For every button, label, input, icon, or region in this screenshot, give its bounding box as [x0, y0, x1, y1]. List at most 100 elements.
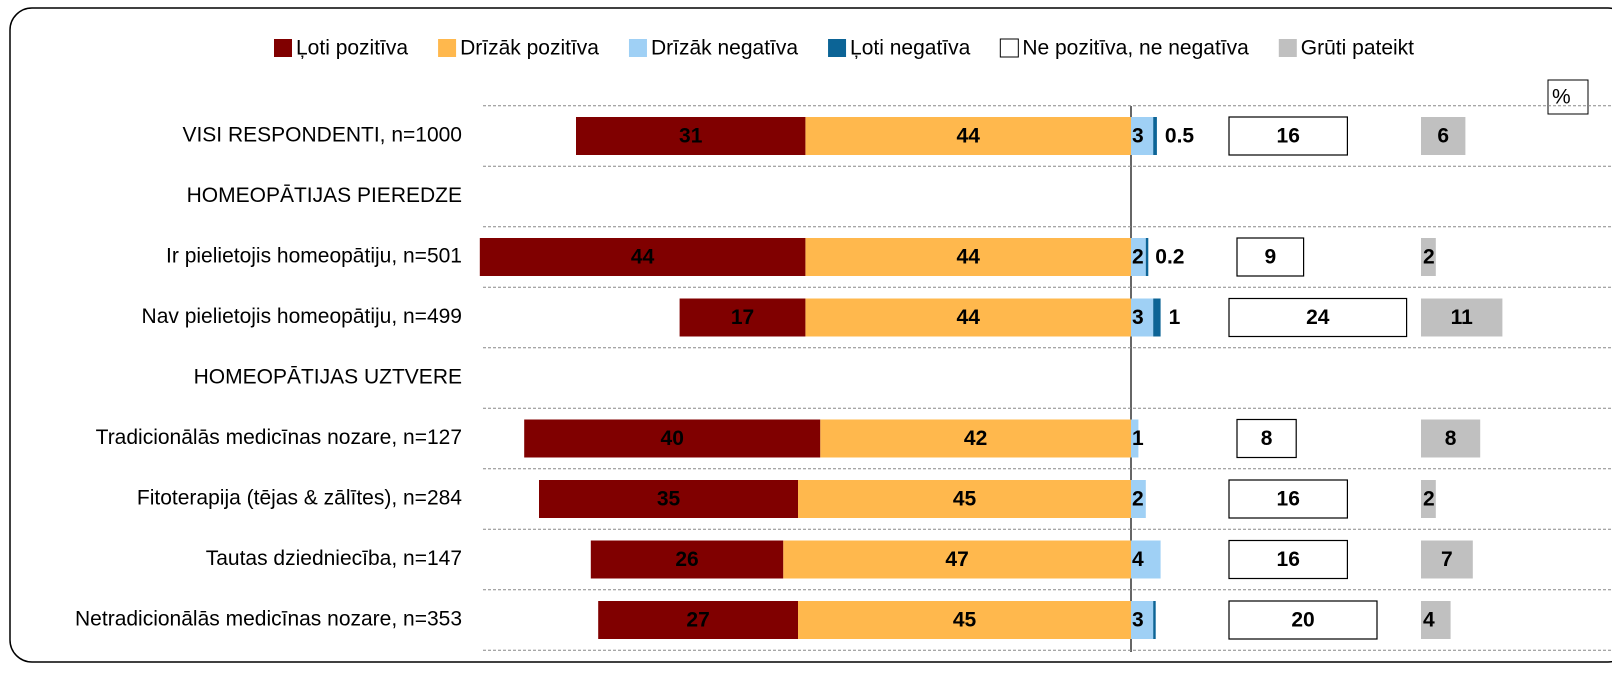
- category-label: HOMEOPĀTIJAS UZTVERE: [194, 366, 462, 389]
- bar: [1131, 480, 1146, 518]
- bar: [1131, 601, 1154, 639]
- bar: [1131, 419, 1139, 458]
- data-label: 2: [1132, 488, 1144, 511]
- legend-swatch: [999, 38, 1019, 58]
- legend-label: Ļoti negatīva: [850, 37, 971, 60]
- bar: [1236, 418, 1297, 459]
- data-label: 27: [686, 609, 709, 632]
- legend-label: Grūti pateikt: [1301, 37, 1414, 60]
- unit-label: %: [1552, 86, 1571, 109]
- bar: [1228, 297, 1408, 338]
- data-label: 8: [1445, 427, 1457, 450]
- category-label: Tautas dziedniecība, n=147: [206, 547, 462, 570]
- legend-label: Drīzāk pozitīva: [460, 37, 599, 60]
- bar: [1236, 237, 1305, 277]
- data-label: 3: [1132, 306, 1144, 329]
- bar: [598, 601, 798, 639]
- bar: [1421, 117, 1466, 155]
- bar: [1421, 298, 1503, 337]
- legend-swatch: [628, 39, 647, 57]
- bar: [1228, 116, 1349, 156]
- category-label: Tradicionālās medicīnas nozare, n=127: [96, 426, 462, 449]
- data-label: 2: [1423, 488, 1435, 511]
- data-label: 44: [631, 246, 655, 269]
- category-label: Nav pielietojis homeopātiju, n=499: [142, 305, 462, 328]
- category-label: Fitoterapija (tējas & zālītes), n=284: [137, 487, 462, 510]
- bar: [1421, 540, 1473, 579]
- data-label: 20: [1291, 609, 1314, 632]
- data-label: 26: [675, 548, 698, 571]
- data-label: 31: [679, 125, 703, 148]
- legend-label: Drīzāk negatīva: [651, 37, 798, 60]
- bar: [1228, 539, 1349, 580]
- data-label: 44: [957, 306, 981, 329]
- bar: [539, 480, 798, 518]
- data-label: 45: [953, 609, 977, 632]
- legend-label: Ne pozitīva, ne negatīva: [1022, 37, 1249, 60]
- bar: [805, 117, 1131, 155]
- bar: [1131, 298, 1154, 337]
- frame: [9, 7, 1612, 663]
- data-label: 16: [1277, 125, 1300, 148]
- bar: [798, 480, 1131, 518]
- data-label: 3: [1132, 125, 1144, 148]
- bar: [590, 540, 784, 579]
- bar: [798, 601, 1131, 639]
- data-label: 35: [657, 488, 681, 511]
- bar: [820, 419, 1131, 458]
- data-label: 17: [731, 306, 754, 329]
- data-label: 7: [1441, 548, 1453, 571]
- bar: [805, 298, 1131, 337]
- data-label: 0.2: [1155, 246, 1184, 269]
- bar: [1131, 238, 1146, 276]
- bar: [1421, 419, 1481, 458]
- bar: [1421, 238, 1436, 276]
- data-label: 0.5: [1165, 125, 1195, 148]
- data-label: 6: [1437, 125, 1449, 148]
- bar: [1131, 117, 1154, 155]
- legend-swatch: [828, 39, 847, 57]
- legend-swatch: [274, 39, 292, 57]
- data-label: 11: [1451, 306, 1474, 329]
- category-label: HOMEOPĀTIJAS PIEREDZE: [187, 184, 462, 207]
- data-label: 4: [1423, 609, 1435, 632]
- data-label: 45: [953, 488, 977, 511]
- category-label: Netradicionālās medicīnas nozare, n=353: [75, 608, 462, 631]
- data-label: 44: [957, 246, 981, 269]
- bar: [1131, 540, 1161, 579]
- data-label: 40: [661, 427, 684, 450]
- bar: [576, 117, 806, 155]
- data-label: 9: [1264, 246, 1276, 269]
- unit-box: [1547, 79, 1589, 115]
- bar: [1153, 298, 1161, 337]
- bar: [1421, 601, 1451, 639]
- bar: [1228, 600, 1378, 640]
- data-label: 16: [1277, 488, 1300, 511]
- data-label: 2: [1132, 246, 1144, 269]
- bar: [805, 238, 1131, 276]
- data-label: 44: [957, 125, 981, 148]
- bar: [783, 540, 1131, 579]
- bar: [1153, 117, 1157, 155]
- bar: [1145, 238, 1149, 276]
- data-label: 3: [1132, 609, 1144, 632]
- category-label: Ir pielietojis homeopātiju, n=501: [166, 245, 462, 268]
- data-label: 4: [1132, 548, 1144, 571]
- bar: [479, 238, 806, 276]
- bar: [1421, 480, 1436, 518]
- data-label: 16: [1277, 548, 1300, 571]
- legend-swatch: [438, 39, 457, 57]
- data-label: 1: [1169, 306, 1181, 329]
- data-label: 42: [964, 427, 987, 450]
- data-label: 8: [1261, 427, 1273, 450]
- data-label: 2: [1423, 246, 1435, 269]
- data-label: 24: [1306, 306, 1330, 329]
- bar: [524, 419, 821, 458]
- legend-swatch: [1278, 39, 1297, 57]
- data-label: 47: [945, 548, 968, 571]
- legend-label: Ļoti pozitīva: [296, 37, 408, 60]
- bar: [1228, 479, 1349, 519]
- data-label: 1: [1132, 427, 1144, 450]
- bar: [1153, 601, 1156, 639]
